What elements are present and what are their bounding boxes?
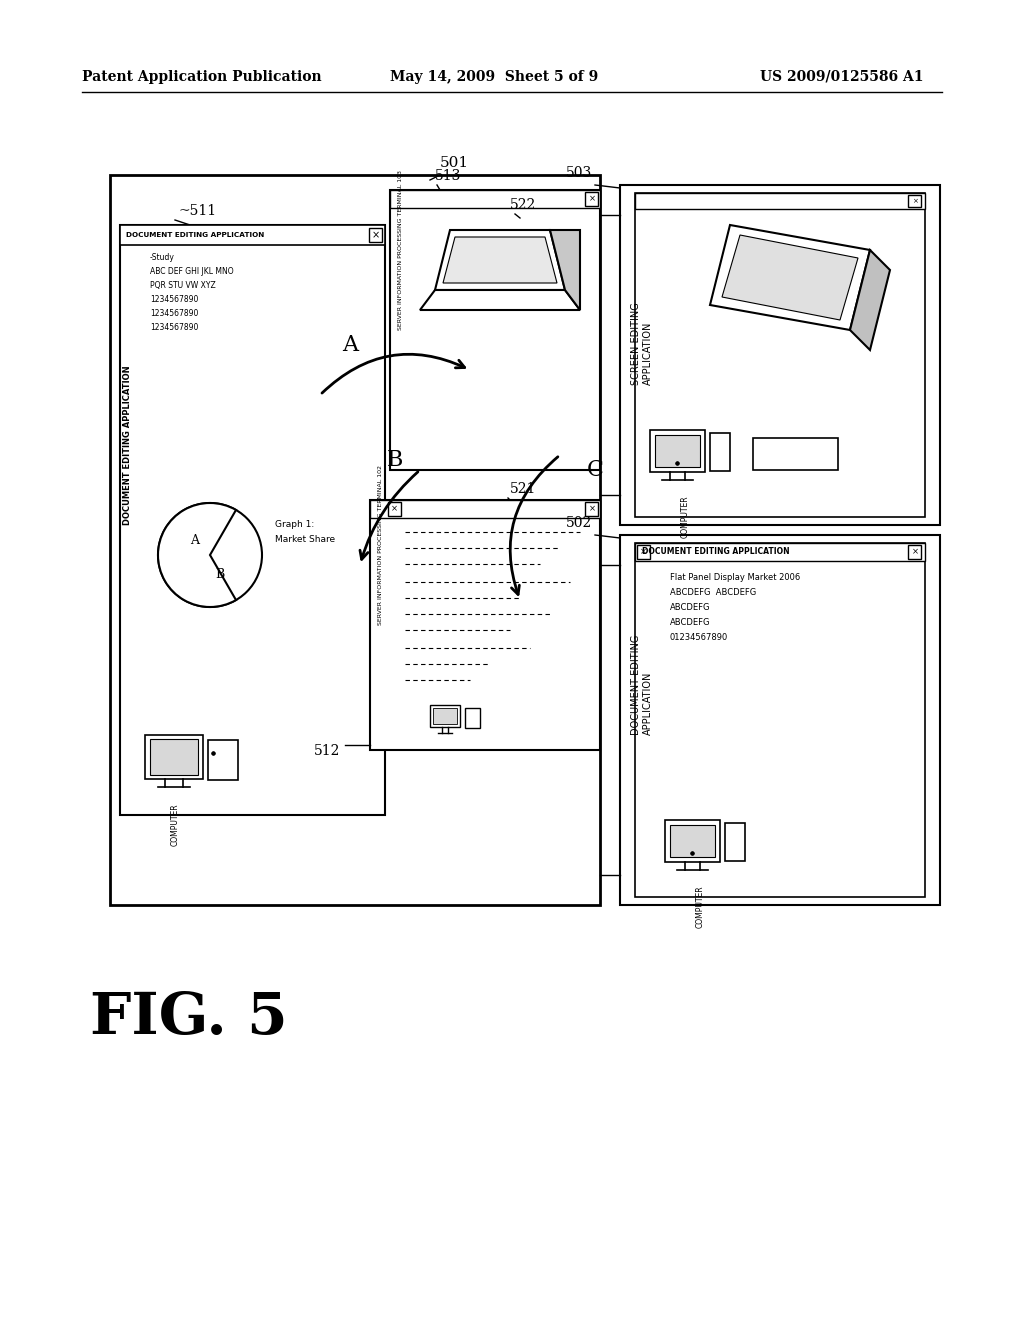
Bar [670,825,715,857]
Text: 1234567890: 1234567890 [150,323,199,333]
Text: 1234567890: 1234567890 [150,294,199,304]
Bar [710,433,730,471]
Text: 01234567890: 01234567890 [670,634,728,642]
Text: B: B [387,449,403,471]
Text: 522: 522 [510,198,537,213]
Text: 503: 503 [565,166,592,180]
Bar [807,440,810,469]
Text: B: B [215,569,224,582]
Text: ×: × [390,504,397,513]
Bar [145,735,203,779]
Text: ×: × [912,198,918,205]
Text: ABCDEFG: ABCDEFG [670,603,711,612]
Bar [908,545,921,558]
Text: DOCUMENT EDITING APPLICATION: DOCUMENT EDITING APPLICATION [642,548,790,557]
Text: ABCDEFG  ABCDEFG: ABCDEFG ABCDEFG [670,587,757,597]
Text: A: A [190,533,200,546]
Text: Patent Application Publication: Patent Application Publication [82,70,322,84]
Bar [820,440,823,469]
Bar [637,545,650,558]
Text: ABCDEFG: ABCDEFG [670,618,711,627]
Bar [585,191,598,206]
Bar [781,440,784,469]
Bar [150,739,198,775]
Text: SERVER INFORMATION PROCESSING TERMINAL 102: SERVER INFORMATION PROCESSING TERMINAL 1… [378,465,383,624]
Bar [585,502,598,516]
Text: US 2009/0125586 A1: US 2009/0125586 A1 [760,70,924,84]
Text: -Study: -Study [150,253,175,261]
Bar [110,176,600,906]
Text: C: C [587,459,603,480]
Text: DOCUMENT EDITING
APPLICATION: DOCUMENT EDITING APPLICATION [631,635,653,735]
Text: 513: 513 [435,169,462,183]
Text: 521: 521 [510,482,537,496]
Bar [620,535,940,906]
Text: COMPUTER: COMPUTER [171,803,179,846]
Text: ABC DEF GHI JKL MNO: ABC DEF GHI JKL MNO [150,267,233,276]
Wedge shape [158,503,236,607]
Text: FIG. 5: FIG. 5 [90,990,288,1045]
Text: PQR STU VW XYZ: PQR STU VW XYZ [150,281,216,290]
Polygon shape [850,249,890,350]
Bar [390,190,600,209]
Polygon shape [710,224,870,330]
Polygon shape [550,230,580,310]
Text: ~511: ~511 [178,205,216,218]
Bar [794,440,797,469]
Text: COMPUTER: COMPUTER [681,495,689,537]
Circle shape [158,503,262,607]
Text: Flat Panel Display Market 2006: Flat Panel Display Market 2006 [670,573,800,582]
Bar [635,543,925,898]
Bar [388,502,401,516]
Bar [755,440,758,469]
Bar [369,228,382,242]
Bar [753,438,838,470]
Text: Graph 1:: Graph 1: [275,520,314,529]
Text: ×: × [911,548,919,557]
Text: ×: × [589,194,596,203]
Polygon shape [722,235,858,319]
Bar [665,820,720,862]
Text: 501: 501 [440,156,469,170]
Text: 502: 502 [565,516,592,531]
Bar [430,705,460,727]
Bar [655,436,700,467]
Text: May 14, 2009  Sheet 5 of 9: May 14, 2009 Sheet 5 of 9 [390,70,598,84]
Bar [433,708,457,723]
Polygon shape [435,230,565,290]
Bar [208,741,238,780]
Bar [635,193,925,517]
Bar [370,500,600,750]
Text: SCREEN EDITING
APPLICATION: SCREEN EDITING APPLICATION [631,302,653,385]
Text: 512: 512 [313,744,340,758]
Text: DOCUMENT EDITING APPLICATION: DOCUMENT EDITING APPLICATION [124,366,132,525]
Bar [635,193,925,209]
Text: Market Share: Market Share [275,535,335,544]
Polygon shape [420,290,580,310]
Text: ×: × [640,548,646,557]
Text: DOCUMENT EDITING APPLICATION: DOCUMENT EDITING APPLICATION [126,232,264,238]
Bar [620,185,940,525]
Polygon shape [443,238,557,282]
Bar [120,224,385,814]
Text: ×: × [372,230,380,240]
Text: COMPUTER: COMPUTER [695,884,705,928]
Bar [465,708,480,729]
Bar [635,543,925,561]
Bar [390,190,600,470]
Bar [650,430,705,473]
Text: A: A [342,334,358,356]
Text: 1234567890: 1234567890 [150,309,199,318]
Text: ×: × [589,504,596,513]
Bar [120,224,385,246]
Bar [768,440,771,469]
Text: SERVER INFORMATION PROCESSING TERMINAL 103: SERVER INFORMATION PROCESSING TERMINAL 1… [397,170,402,330]
Bar [908,195,921,207]
Bar [370,500,600,517]
Bar [725,822,745,861]
